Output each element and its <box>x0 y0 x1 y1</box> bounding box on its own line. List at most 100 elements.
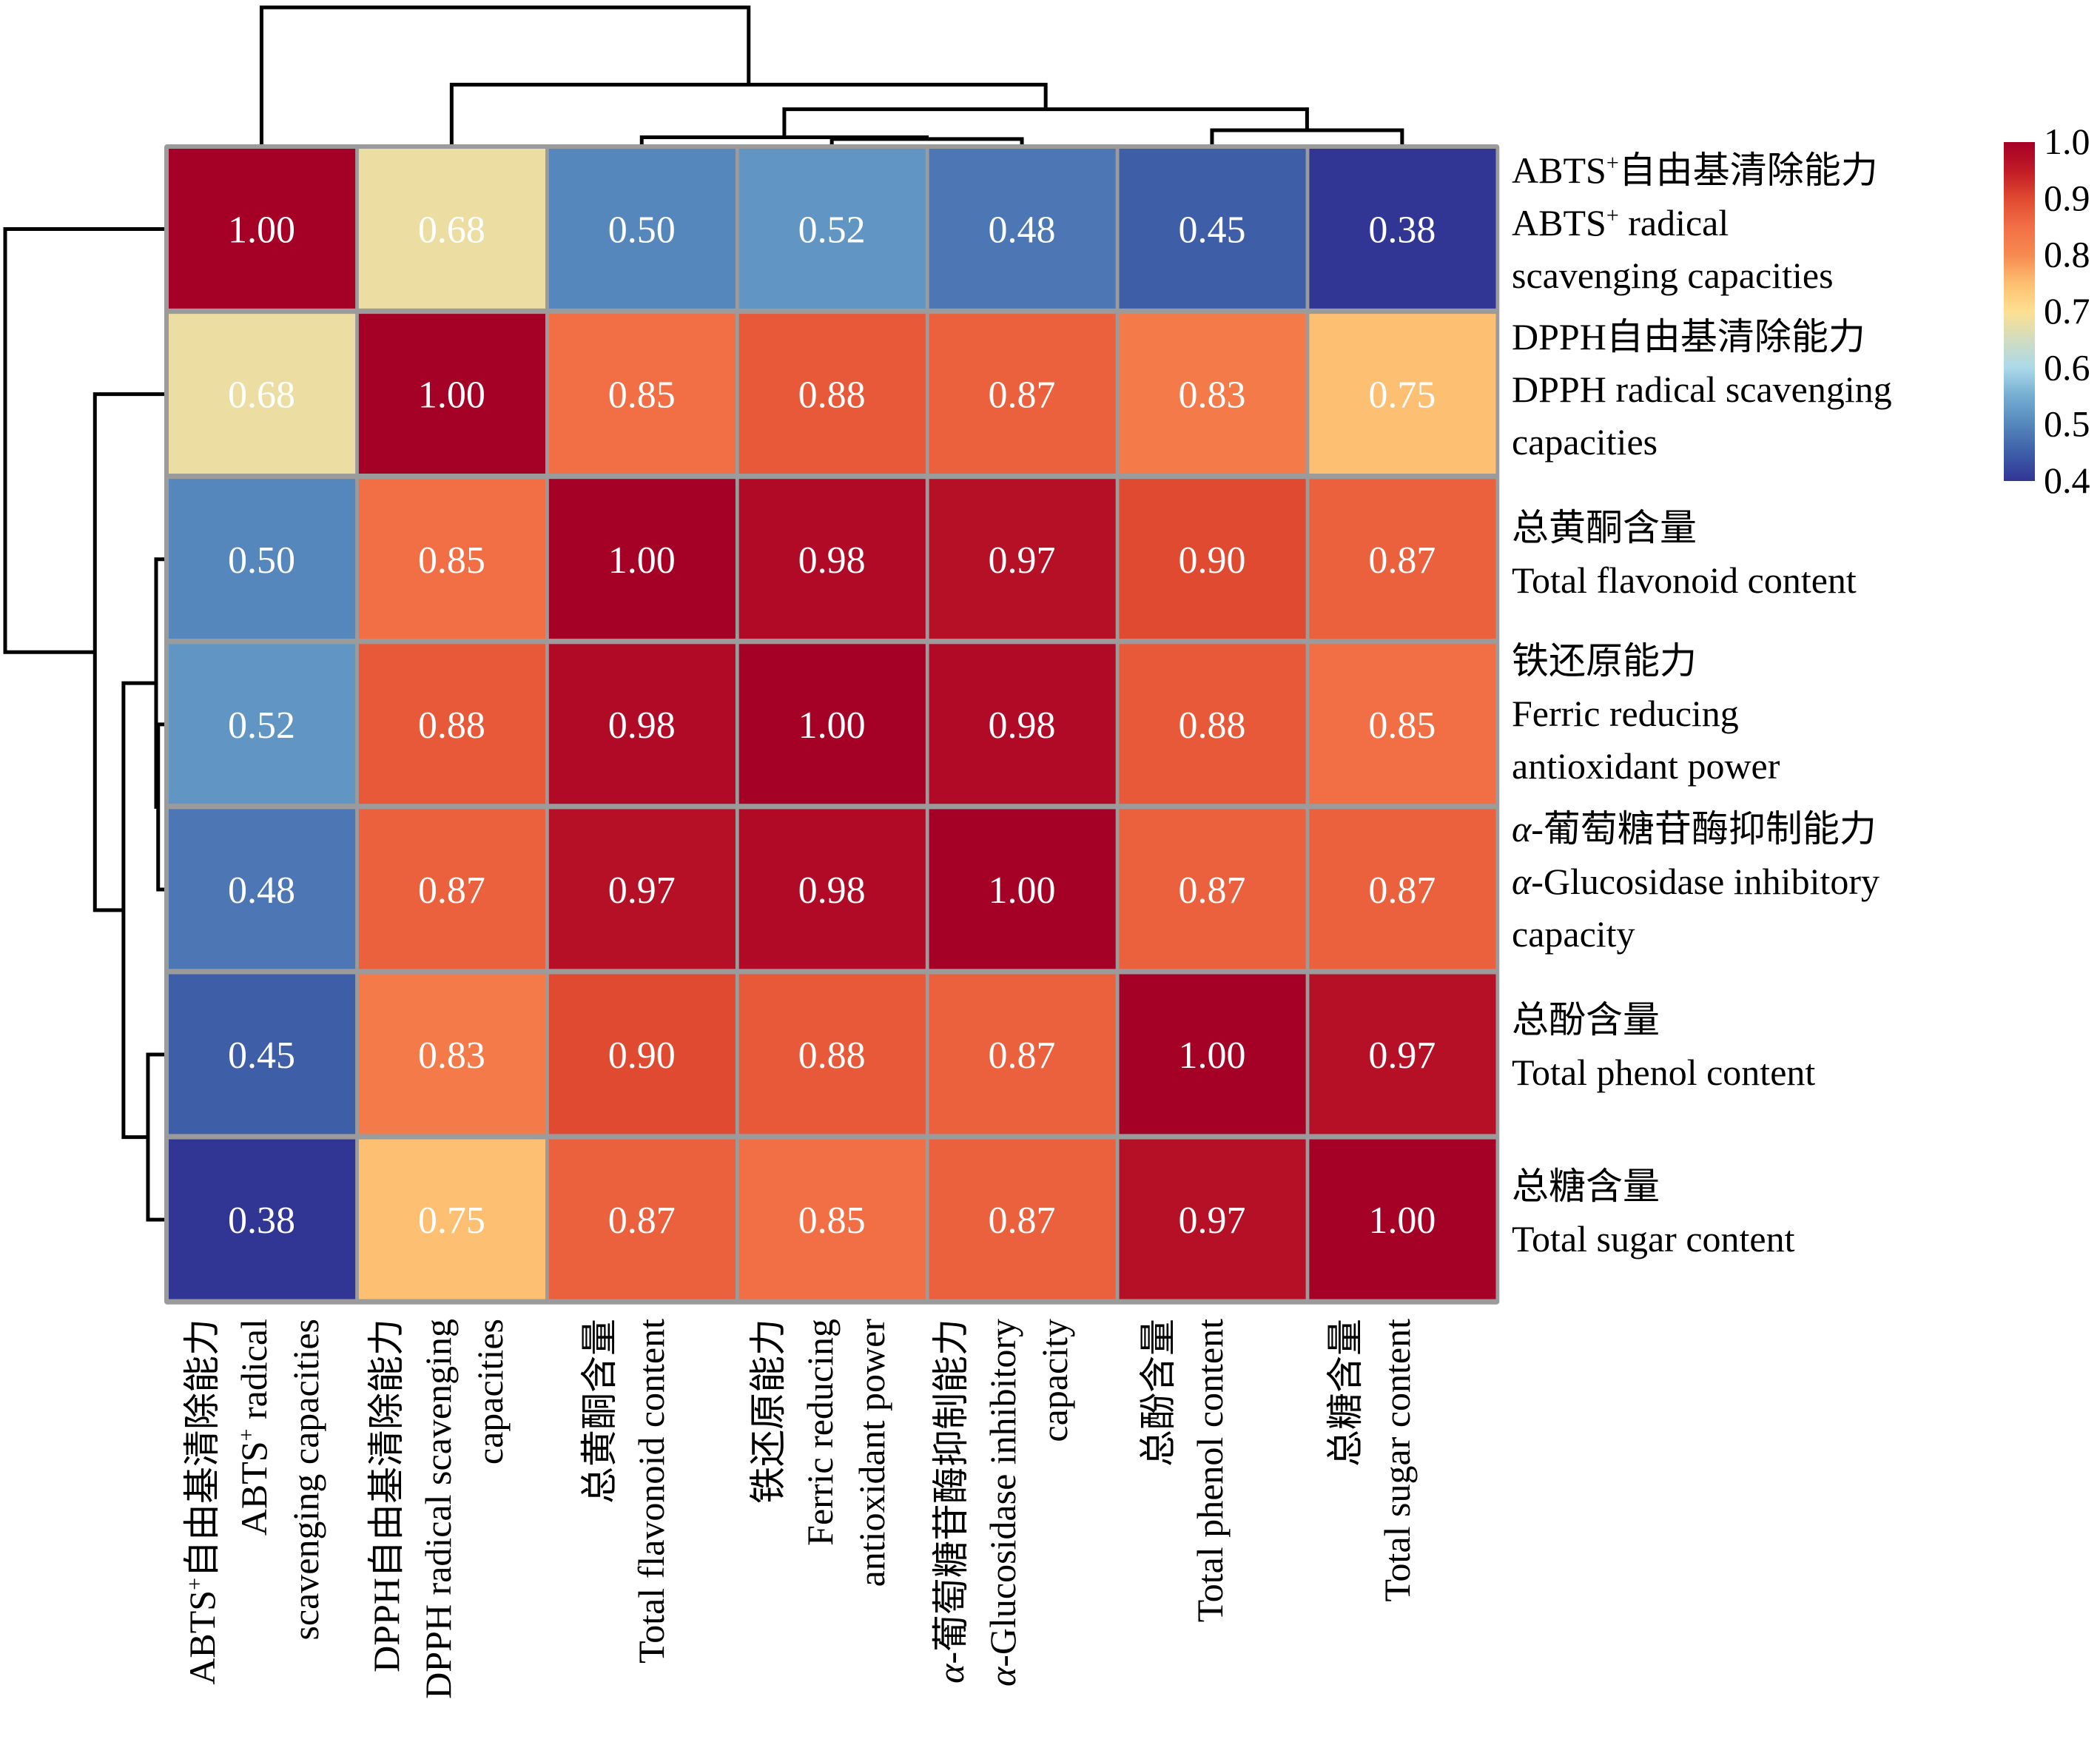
colorbar-tick-label: 0.5 <box>2044 403 2090 445</box>
cell-value-label: 0.88 <box>418 705 485 747</box>
colorbar-tick-label: 0.4 <box>2044 460 2090 501</box>
heatmap-cell <box>548 974 736 1134</box>
heatmap-cell <box>1119 1139 1306 1299</box>
row-label-en: DPPH radical scavenging <box>1512 369 1892 410</box>
cell-value-label: 0.90 <box>1178 539 1245 582</box>
heatmap-cell <box>738 809 926 969</box>
row-label-zh: 总酚含量 <box>1512 999 1660 1040</box>
cell-value-label: 0.87 <box>989 1200 1056 1242</box>
column-label-en: DPPH radical scavenging <box>417 1319 459 1699</box>
row-label-en: capacity <box>1512 913 1635 955</box>
cell-value-label: 0.48 <box>228 870 295 912</box>
heatmap-cell <box>358 644 545 804</box>
heatmap-cell <box>738 314 926 474</box>
cell-value-label: 0.87 <box>418 870 485 912</box>
row-label-en: capacities <box>1512 421 1658 463</box>
cell-value-label: 1.00 <box>608 539 676 582</box>
dendrogram-branch <box>3 227 164 654</box>
dendrogram-branch <box>782 107 1309 138</box>
cell-value-label: 0.68 <box>228 374 295 417</box>
row-label-en: Ferric reducing <box>1512 693 1739 734</box>
cell-value-label: 0.97 <box>608 870 676 912</box>
column-label: 总糖含量 Total sugar content <box>1319 1319 1423 1755</box>
column-label-zh: 铁还原能力 <box>747 1319 789 1504</box>
row-label-zh: 总黄酮含量 <box>1512 507 1697 548</box>
cell-value-label: 0.75 <box>418 1200 485 1242</box>
cell-value-label: 0.87 <box>989 374 1056 417</box>
row-label: 总糖含量 Total sugar content <box>1512 1160 1795 1265</box>
cell-value-label: 0.50 <box>228 539 295 582</box>
dendrogram-branch <box>154 557 164 809</box>
cell-value-label: 1.00 <box>1178 1035 1245 1077</box>
column-label: DPPH自由基清除能力 DPPH radical scavenging capaci… <box>360 1319 516 1755</box>
row-label: ABTS+自由基清除能力 ABTS+ radical scavenging capa… <box>1512 144 1878 302</box>
cell-value-label: 0.50 <box>608 209 676 252</box>
cell-value-label: 0.38 <box>228 1200 295 1242</box>
cell-value-label: 0.88 <box>1178 705 1245 747</box>
heatmap-cell <box>358 314 545 474</box>
cell-value-label: 0.97 <box>989 539 1056 582</box>
heatmap-cell <box>1119 314 1306 474</box>
column-label-en: antioxidant power <box>851 1319 892 1587</box>
cell-value-label: 0.88 <box>798 1035 866 1077</box>
cell-value-label: 0.97 <box>1368 1035 1436 1077</box>
colorbar-gradient <box>2004 142 2035 481</box>
row-label-zh: 总糖含量 <box>1512 1166 1660 1207</box>
cell-value-label: 0.83 <box>1178 374 1245 417</box>
column-label-zh: DPPH自由基清除能力 <box>366 1319 407 1672</box>
heatmap-cell <box>929 644 1116 804</box>
cell-value-label: 0.85 <box>1368 705 1436 747</box>
cell-value-label: 0.38 <box>1368 209 1436 252</box>
row-label-en: scavenging capacities <box>1512 255 1834 296</box>
heatmap-cell <box>169 479 356 639</box>
row-label-zh: α-葡萄糖苷酶抑制能力 <box>1512 808 1877 850</box>
row-label: 总酚含量 Total phenol content <box>1512 994 1815 1099</box>
top-dendrogram <box>259 5 1404 144</box>
heatmap-cell <box>358 1139 545 1299</box>
column-label-zh: 总糖含量 <box>1325 1319 1366 1467</box>
cell-value-label: 0.98 <box>989 705 1056 747</box>
cell-value-label: 0.87 <box>608 1200 676 1242</box>
heatmap-cell <box>1119 974 1306 1134</box>
column-label-en: α-Glucosidase inhibitory <box>982 1319 1023 1687</box>
row-label-zh: 铁还原能力 <box>1512 640 1697 682</box>
cell-value-label: 0.98 <box>798 539 866 582</box>
dendrogram-branch <box>639 135 929 144</box>
row-label-en: antioxidant power <box>1512 745 1780 787</box>
heatmap-cell <box>1309 1139 1496 1299</box>
column-label-en: Total phenol content <box>1189 1319 1231 1623</box>
dendrogram-branch <box>121 681 156 1140</box>
row-label: 总黄酮含量 Total flavonoid content <box>1512 502 1857 607</box>
heatmap-cell <box>358 974 545 1134</box>
heatmap-cell <box>1309 644 1496 804</box>
row-label-en: α-Glucosidase inhibitory <box>1512 861 1880 902</box>
cell-value-label: 0.85 <box>798 1200 866 1242</box>
column-label-en: capacity <box>1034 1319 1075 1442</box>
heatmap-cell <box>358 809 545 969</box>
row-label-zh: DPPH自由基清除能力 <box>1512 316 1865 357</box>
heatmap-cell <box>548 149 736 309</box>
heatmap-cell <box>548 809 736 969</box>
heatmap-cell <box>929 149 1116 309</box>
column-label-zh: α-葡萄糖苷酶抑制能力 <box>930 1319 972 1684</box>
heatmap-cell <box>1309 809 1496 969</box>
column-label-zh: ABTS+自由基清除能力 <box>181 1319 223 1685</box>
colorbar-tick-label: 0.6 <box>2044 346 2090 388</box>
heatmap-cell <box>1119 149 1306 309</box>
heatmap-cell <box>738 644 926 804</box>
heatmap-cell <box>169 1139 356 1299</box>
heatmap-cell <box>1309 974 1496 1134</box>
heatmap-cell <box>738 974 926 1134</box>
cell-value-label: 0.48 <box>989 209 1056 252</box>
cell-value-label: 0.98 <box>798 870 866 912</box>
column-label-en: Ferric reducing <box>799 1319 841 1546</box>
cell-value-label: 1.00 <box>418 374 485 417</box>
cell-value-label: 0.75 <box>1368 374 1436 417</box>
column-label-en: Total flavonoid content <box>630 1319 672 1664</box>
cell-value-label: 0.52 <box>228 705 295 747</box>
dendrogram-branch <box>1210 128 1404 144</box>
heatmap-cell <box>1309 149 1496 309</box>
column-label: ABTS+自由基清除能力 ABTS+ radical scavenging capa… <box>176 1319 332 1755</box>
cell-value-label: 1.00 <box>1368 1200 1436 1242</box>
cell-value-label: 0.85 <box>418 539 485 582</box>
